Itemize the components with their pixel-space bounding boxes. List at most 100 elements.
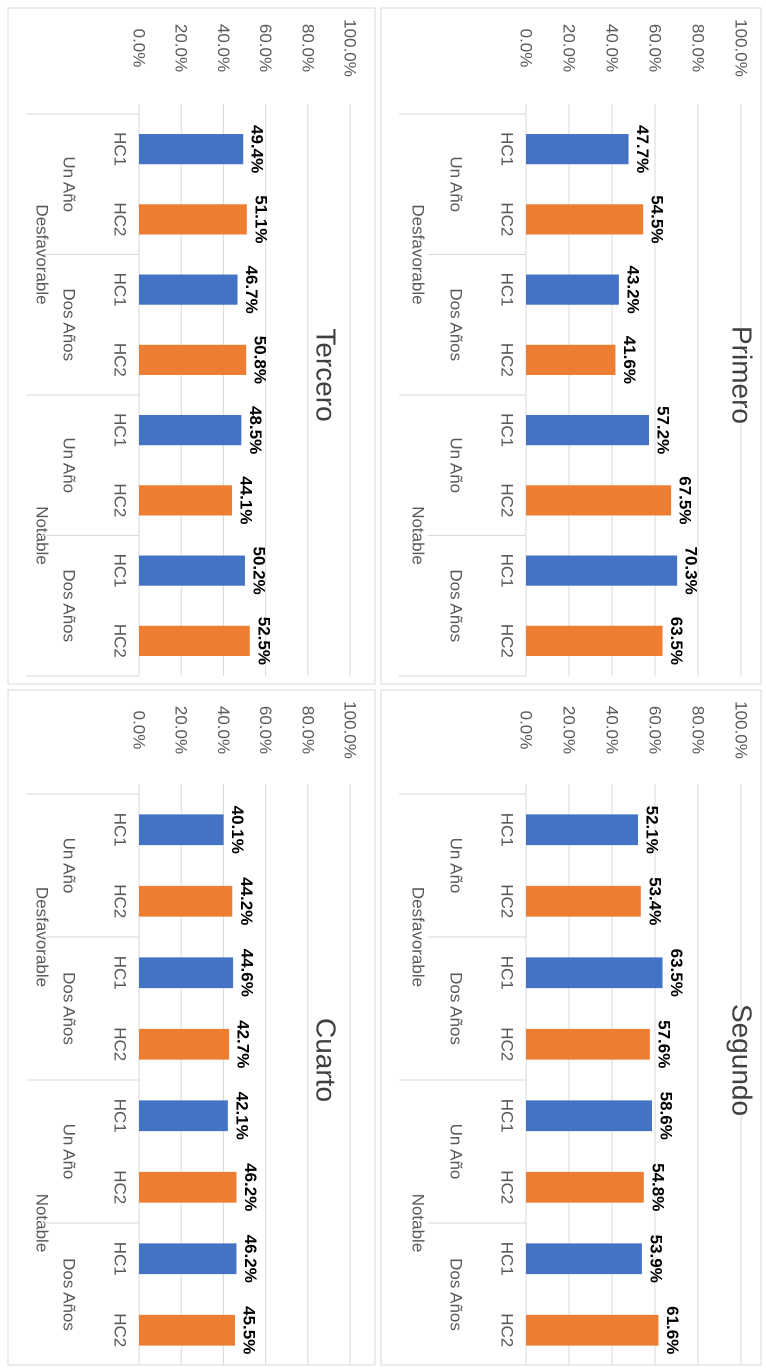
period-label: Un Año bbox=[60, 437, 79, 493]
data-label: 67.5% bbox=[676, 476, 695, 524]
bar-hc2 bbox=[526, 885, 641, 917]
data-label: 63.5% bbox=[667, 949, 686, 997]
category-label: HC1 bbox=[498, 1242, 517, 1276]
tick-label: 40.0% bbox=[214, 706, 233, 754]
tick-label: 60.0% bbox=[256, 24, 275, 72]
data-label: 47.7% bbox=[633, 125, 652, 173]
bar-hc1 bbox=[139, 1243, 237, 1275]
bar-hc2 bbox=[139, 485, 233, 516]
category-label: HC1 bbox=[498, 554, 517, 588]
category-label: HC2 bbox=[498, 343, 517, 377]
data-label: 41.6% bbox=[620, 336, 639, 384]
category-label: HC1 bbox=[498, 132, 517, 166]
data-label: 46.7% bbox=[242, 266, 261, 314]
data-label: 61.6% bbox=[663, 1306, 682, 1354]
data-label: 53.9% bbox=[646, 1235, 665, 1283]
bar-hc2 bbox=[526, 344, 616, 375]
tick-label: 60.0% bbox=[646, 706, 665, 754]
bar-hc2 bbox=[139, 1314, 236, 1346]
data-label: 63.5% bbox=[667, 617, 686, 665]
chart-primero: 0.0% 20.0% 40.0% 60.0% 80.0% 100.0% Primero 47.… bbox=[380, 7, 762, 685]
tick-label: 20.0% bbox=[560, 706, 579, 754]
data-label: 57.2% bbox=[653, 406, 672, 454]
category-label: HC2 bbox=[111, 1027, 130, 1061]
category-label: HC1 bbox=[111, 273, 130, 307]
data-label: 46.2% bbox=[241, 1163, 260, 1211]
category-label: HC2 bbox=[498, 624, 517, 658]
tick-label: 0.0% bbox=[517, 711, 536, 750]
category-label: HC2 bbox=[498, 202, 517, 236]
data-label: 57.6% bbox=[654, 1020, 673, 1068]
period-label: Un Año bbox=[60, 1124, 79, 1180]
bar-hc1 bbox=[526, 957, 663, 989]
category-label: HC2 bbox=[111, 884, 130, 918]
group-label: Notable bbox=[409, 1194, 428, 1253]
data-label: 51.1% bbox=[251, 195, 270, 243]
group-label: Notable bbox=[409, 506, 428, 565]
period-label: Un Año bbox=[447, 437, 466, 493]
bar-hc2 bbox=[526, 204, 644, 235]
data-label: 46.2% bbox=[241, 1235, 260, 1283]
bar-hc1 bbox=[139, 134, 244, 165]
period-label: Un Año bbox=[447, 156, 466, 212]
tick-label: 0.0% bbox=[130, 29, 149, 68]
data-label: 53.4% bbox=[645, 877, 664, 925]
bar-hc2 bbox=[526, 485, 672, 516]
category-label: HC2 bbox=[498, 1027, 517, 1061]
data-label: 40.1% bbox=[228, 806, 247, 854]
bar-hc1 bbox=[139, 957, 234, 989]
category-label: HC1 bbox=[111, 1099, 130, 1133]
bar-hc1 bbox=[526, 415, 649, 446]
category-label: HC1 bbox=[111, 813, 130, 847]
category-label: HC1 bbox=[498, 813, 517, 847]
data-label: 54.5% bbox=[648, 195, 667, 243]
chart-title: Cuarto bbox=[311, 1018, 342, 1102]
tick-label: 100.0% bbox=[341, 701, 360, 759]
category-label: HC1 bbox=[498, 956, 517, 990]
bar-hc1 bbox=[139, 274, 238, 305]
data-label: 54.8% bbox=[648, 1163, 667, 1211]
category-label: HC2 bbox=[111, 483, 130, 517]
tick-label: 0.0% bbox=[517, 29, 536, 68]
tick-label: 80.0% bbox=[298, 706, 317, 754]
bar-hc1 bbox=[526, 1243, 642, 1275]
data-label: 52.5% bbox=[254, 617, 273, 665]
tick-label: 80.0% bbox=[689, 24, 708, 72]
group-label: Desfavorable bbox=[409, 887, 428, 987]
data-label: 52.1% bbox=[643, 806, 662, 854]
data-label: 48.5% bbox=[246, 406, 265, 454]
chart-segundo: 0.0% 20.0% 40.0% 60.0% 80.0% 100.0% Segundo 52.… bbox=[380, 689, 762, 1366]
tick-label: 100.0% bbox=[341, 19, 360, 77]
bar-hc1 bbox=[139, 555, 245, 586]
category-label: HC1 bbox=[498, 413, 517, 447]
chart-title: Primero bbox=[727, 326, 758, 424]
category-label: HC2 bbox=[111, 624, 130, 658]
period-label: Un Año bbox=[60, 838, 79, 894]
category-label: HC1 bbox=[111, 554, 130, 588]
period-label: Dos Años bbox=[447, 1258, 466, 1331]
category-label: HC1 bbox=[111, 132, 130, 166]
bar-hc2 bbox=[526, 1171, 644, 1203]
bar-hc2 bbox=[139, 344, 247, 375]
tick-label: 20.0% bbox=[172, 24, 191, 72]
bar-hc1 bbox=[139, 1100, 228, 1132]
data-label: 50.8% bbox=[251, 336, 270, 384]
data-label: 49.4% bbox=[248, 125, 267, 173]
bar-hc1 bbox=[526, 134, 629, 165]
period-label: Un Año bbox=[447, 1124, 466, 1180]
tick-label: 40.0% bbox=[603, 24, 622, 72]
data-label: 50.2% bbox=[249, 547, 268, 595]
tick-label: 100.0% bbox=[732, 701, 751, 759]
period-label: Dos Años bbox=[60, 288, 79, 361]
data-label: 42.7% bbox=[234, 1020, 253, 1068]
data-label: 44.1% bbox=[237, 476, 256, 524]
tick-label: 100.0% bbox=[732, 19, 751, 77]
bar-hc1 bbox=[526, 555, 678, 586]
category-label: HC2 bbox=[498, 1313, 517, 1347]
bar-hc2 bbox=[526, 1028, 650, 1060]
category-label: HC2 bbox=[498, 1170, 517, 1204]
category-label: HC1 bbox=[111, 1242, 130, 1276]
bar-hc1 bbox=[526, 1100, 652, 1132]
chart-cuarto: 0.0% 20.0% 40.0% 60.0% 80.0% 100.0% Cuarto 40.1… bbox=[7, 689, 376, 1366]
